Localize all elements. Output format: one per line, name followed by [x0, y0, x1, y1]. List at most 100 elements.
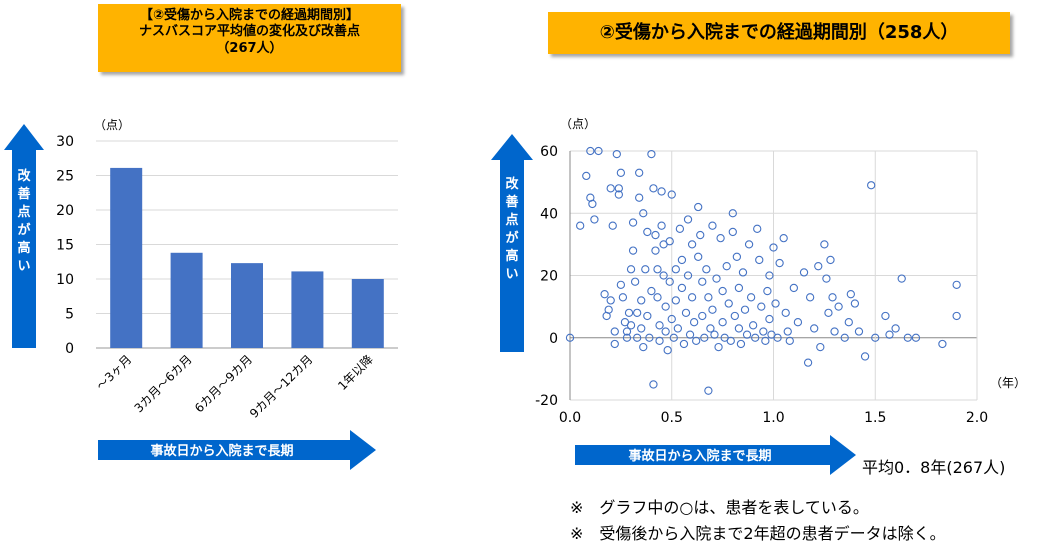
scatter-point — [830, 327, 839, 336]
scatter-point — [630, 277, 640, 286]
scatter-point — [769, 243, 778, 252]
scatter-point — [681, 308, 691, 317]
scatter-point — [824, 308, 833, 317]
scatter-point — [606, 184, 615, 193]
scatter-point — [626, 265, 636, 274]
scatter-point — [871, 333, 880, 342]
scatter-point — [655, 321, 664, 330]
scatter-point — [781, 308, 790, 317]
scatter-point — [622, 327, 632, 336]
scatter-point — [608, 221, 617, 230]
scatter-point — [647, 149, 656, 159]
scatter-point — [834, 302, 843, 311]
scatter-unit-label: （点） — [560, 117, 596, 131]
scatter-point — [885, 330, 894, 339]
scatter-point — [903, 333, 912, 342]
scatter-point — [673, 324, 683, 333]
left-improvement-arrow-label-char: い — [17, 259, 30, 274]
scatter-y-tick-label: 60 — [540, 144, 558, 160]
scatter-point — [635, 168, 644, 177]
scatter-point — [687, 240, 697, 249]
scatter-point — [645, 333, 654, 342]
scatter-point — [612, 149, 621, 159]
bar-y-tick-label: 25 — [56, 169, 74, 185]
average-note: 平均0．8年(267人) — [862, 458, 1006, 477]
scatter-point — [771, 299, 780, 308]
scatter-point — [604, 305, 613, 314]
scatter-point — [665, 237, 674, 246]
scatter-point — [854, 327, 864, 336]
bar-y-tick-label: 30 — [56, 134, 74, 150]
scatter-point — [610, 327, 619, 336]
scatter-point — [614, 184, 623, 193]
scatter-point — [822, 274, 831, 283]
bar — [291, 271, 324, 348]
scatter-point — [746, 293, 756, 302]
scatter-point — [785, 336, 794, 346]
scatter-point — [594, 146, 603, 156]
scatter-point — [641, 265, 650, 274]
scatter-point — [696, 230, 705, 240]
scatter-point — [716, 233, 725, 243]
scatter-point — [844, 318, 853, 327]
scatter-x-tick-label: 0.0 — [559, 410, 581, 426]
scatter-point — [637, 296, 646, 305]
scatter-point — [850, 299, 860, 308]
scatter-x-tick-label: 1.0 — [762, 410, 784, 426]
right-improvement-arrow-label-char: 高 — [505, 248, 518, 264]
scatter-point — [726, 336, 735, 346]
scatter-point — [565, 333, 575, 342]
scatter-point — [761, 336, 770, 346]
scatter-point — [867, 181, 876, 190]
left-longer-arrow-label: 事故日から入院まで長期 — [150, 443, 293, 459]
scatter-point — [665, 277, 674, 286]
scatter-point — [694, 252, 703, 261]
scatter-point — [749, 321, 758, 330]
scatter-point — [677, 255, 687, 265]
scatter-point — [722, 262, 731, 271]
scatter-point — [734, 283, 744, 293]
scatter-point — [649, 380, 658, 389]
scatter-point — [616, 280, 626, 289]
scatter-point — [643, 227, 652, 237]
scatter-point — [643, 311, 652, 321]
scatter-point — [657, 187, 666, 196]
scatter-point — [677, 283, 687, 293]
scatter-x-tick-label: 0.5 — [661, 410, 683, 426]
bar-y-tick-label: 10 — [56, 272, 74, 288]
bar — [231, 263, 263, 348]
left-chart-title: 【②受傷から入院までの経過期間別】 ナスバスコア平均値の変化及び改善点 （267… — [98, 4, 401, 72]
scatter-point — [582, 171, 591, 181]
scatter-point — [744, 240, 754, 249]
scatter-point — [820, 240, 829, 249]
right-improvement-arrow-label-char: 改 — [505, 176, 519, 192]
bar — [351, 279, 384, 348]
scatter-point — [669, 333, 678, 342]
scatter-point — [590, 215, 599, 224]
scatter-point — [661, 302, 670, 311]
left-improvement-arrow-label: 改善点が高い — [17, 168, 31, 274]
right-improvement-arrow-label-char: い — [505, 267, 518, 282]
left-title-line1: 【②受傷から入院までの経過期間別】 — [139, 8, 359, 23]
scatter-point — [626, 321, 636, 330]
scatter-point — [671, 296, 680, 305]
bar-category-label: ～3ヶ月 — [94, 352, 135, 393]
scatter-point — [679, 339, 689, 349]
scatter-point — [799, 268, 809, 277]
scatter-point — [704, 386, 713, 395]
scatter-point — [773, 333, 782, 342]
scatter-point — [600, 290, 609, 299]
right-longer-arrow: 事故日から入院まで長期 — [575, 435, 856, 475]
scatter-point — [897, 274, 906, 283]
scatter-point — [633, 308, 642, 317]
scatter-point — [628, 218, 638, 227]
scatter-point — [765, 314, 774, 324]
scatter-point — [763, 286, 772, 296]
scatter-point — [732, 252, 742, 261]
scatter-point — [734, 324, 744, 333]
left-improvement-arrow-label-char: 高 — [17, 240, 30, 256]
scatter-point — [810, 324, 819, 333]
scatter-point — [704, 293, 713, 302]
scatter-point — [783, 327, 792, 336]
scatter-y-tick-label: 40 — [540, 206, 558, 222]
